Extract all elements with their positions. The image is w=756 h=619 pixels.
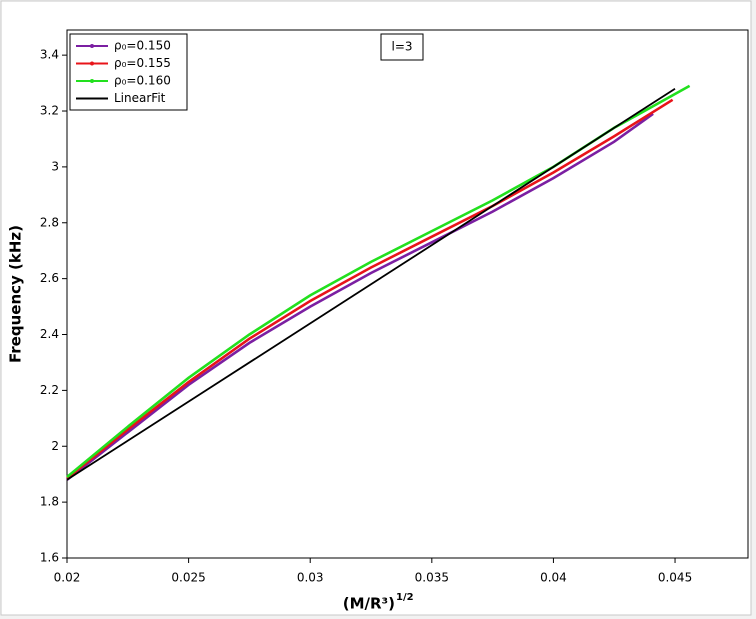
series-line bbox=[66, 112, 654, 481]
legend-marker bbox=[90, 61, 94, 66]
legend-label: ρ₀=0.155 bbox=[114, 56, 171, 70]
annotation: l=3 bbox=[391, 40, 412, 54]
y-tick-label: 2.8 bbox=[40, 215, 59, 229]
legend-label: ρ₀=0.160 bbox=[114, 74, 171, 88]
x-tick-label: 0.045 bbox=[658, 571, 692, 585]
y-tick-label: 2 bbox=[51, 439, 59, 453]
annotation-box bbox=[380, 33, 424, 61]
x-tick-label: 0.04 bbox=[540, 571, 567, 585]
y-tick-label: 2.6 bbox=[40, 271, 59, 285]
y-tick-label: 1.8 bbox=[40, 495, 59, 509]
legend-label: LinearFit bbox=[114, 91, 166, 105]
y-tick-label: 2.4 bbox=[40, 327, 59, 341]
y-tick-label: 1.6 bbox=[40, 551, 59, 565]
x-tick-label: 0.035 bbox=[415, 571, 449, 585]
series-line bbox=[66, 98, 674, 480]
y-tick-label: 3.4 bbox=[40, 48, 59, 62]
x-tick-label: 0.025 bbox=[171, 571, 205, 585]
y-tick-label: 2.2 bbox=[40, 383, 59, 397]
x-tick-label: 0.02 bbox=[54, 571, 81, 585]
y-tick-label: 3 bbox=[51, 159, 59, 173]
legend-marker bbox=[90, 44, 94, 48]
x-tick-label: 0.03 bbox=[297, 571, 324, 585]
y-axis-label: Frequency (kHz) bbox=[7, 225, 25, 363]
legend-marker bbox=[90, 79, 94, 83]
x-axis-label: (M/R³) bbox=[343, 595, 395, 613]
series-line bbox=[66, 87, 676, 481]
legend-label: ρ₀=0.150 bbox=[114, 39, 171, 53]
y-tick-label: 3.2 bbox=[40, 104, 59, 118]
x-axis-label-exponent: 1/2 bbox=[396, 592, 414, 603]
